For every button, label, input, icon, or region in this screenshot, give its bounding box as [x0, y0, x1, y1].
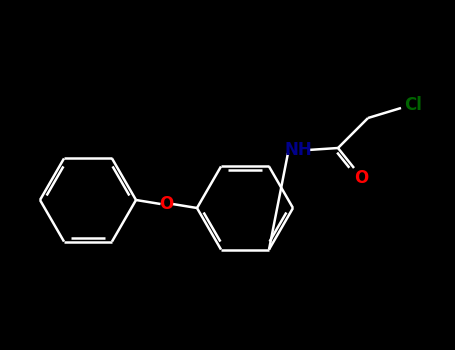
Text: O: O [354, 169, 368, 187]
Text: Cl: Cl [404, 96, 422, 114]
Text: O: O [159, 195, 174, 213]
Text: NH: NH [284, 141, 312, 159]
